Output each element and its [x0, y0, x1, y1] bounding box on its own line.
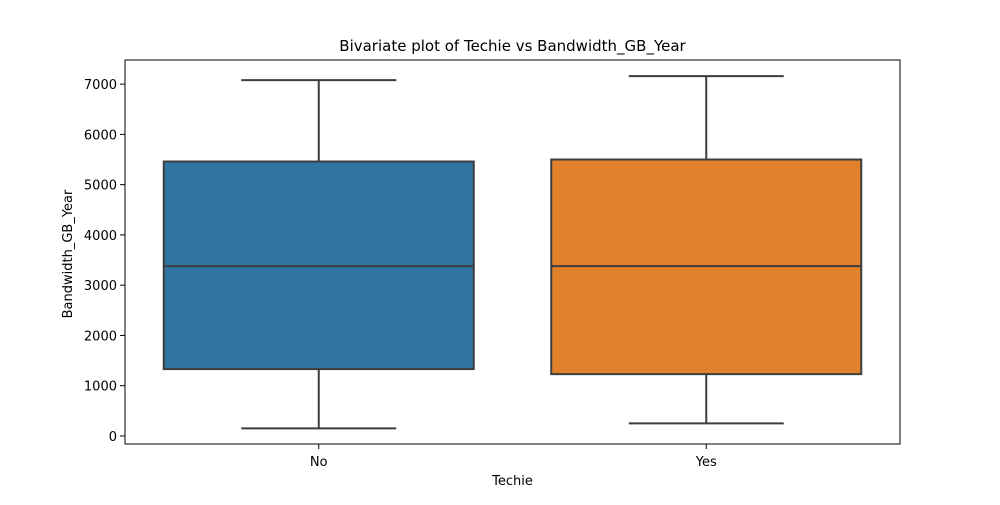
x-tick-label-yes: Yes [695, 455, 717, 470]
y-tick-label: 7000 [84, 78, 117, 93]
y-tick-label: 4000 [84, 229, 117, 244]
y-tick-label: 6000 [84, 128, 117, 143]
y-tick-label: 5000 [84, 179, 117, 194]
y-tick-label: 3000 [84, 279, 117, 294]
y-tick-label: 1000 [84, 380, 117, 395]
plot-area [162, 75, 863, 430]
y-tick-label: 2000 [84, 329, 117, 344]
x-tick-label-no: No [310, 455, 328, 470]
y-axis-label: Bandwidth_GB_Year [61, 189, 76, 318]
plot-frame [124, 59, 901, 445]
x-axis-label: Techie [491, 474, 533, 489]
chart-title: Bivariate plot of Techie vs Bandwidth_GB… [339, 37, 686, 56]
y-tick-label: 0 [109, 430, 117, 445]
